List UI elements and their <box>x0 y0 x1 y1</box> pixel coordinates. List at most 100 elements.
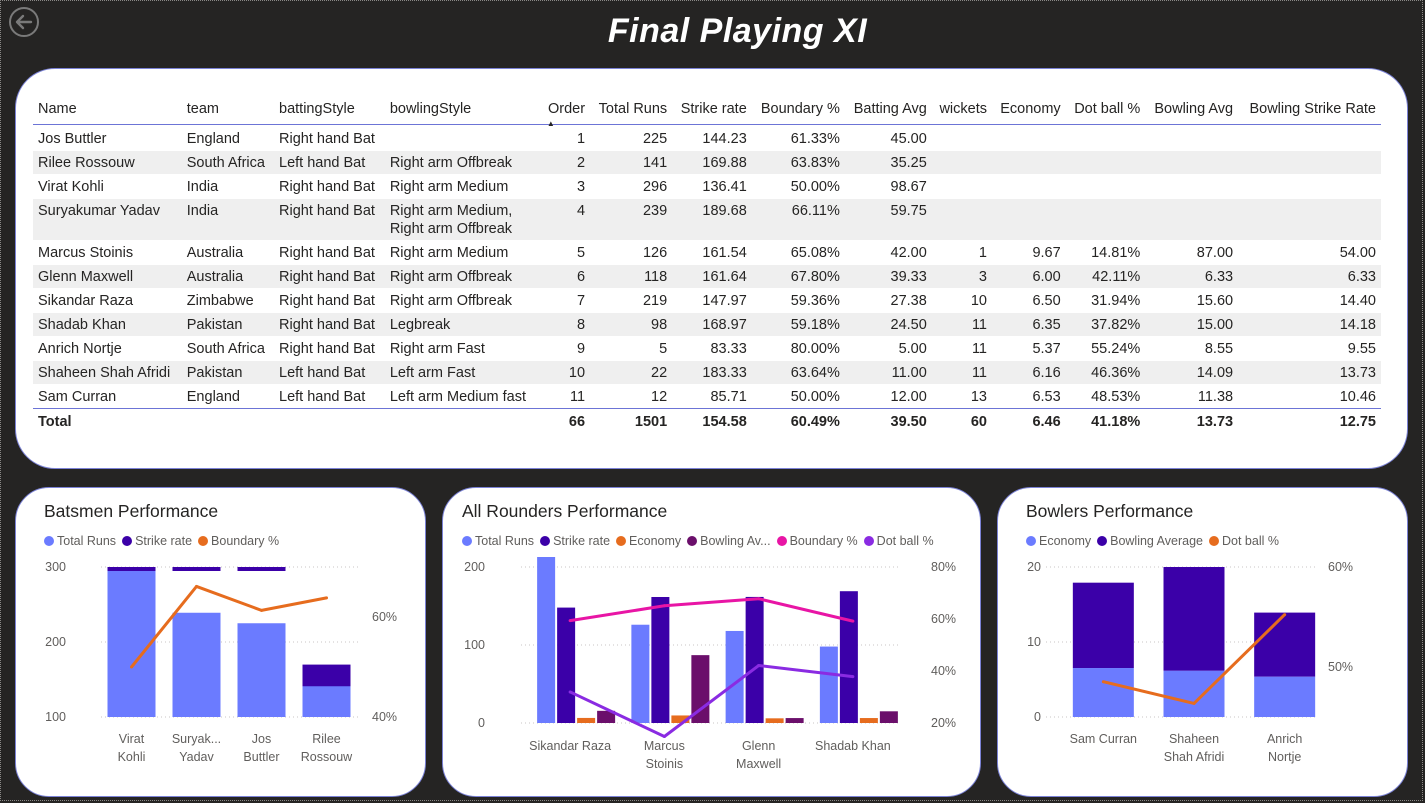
bar-total-runs[interactable] <box>819 646 838 723</box>
column-header-label: Total Runs <box>598 101 668 117</box>
total-bowling-avg: 13.73 <box>1145 408 1239 433</box>
line-point-boundary[interactable] <box>325 596 328 600</box>
column-header-batting-avg[interactable]: Batting Avg <box>844 94 932 125</box>
table-row[interactable]: Shadab Khan Pakistan Right hand Bat Legbrea… <box>33 312 1381 337</box>
bar-strike-rate-cap[interactable] <box>237 567 286 571</box>
table-row[interactable]: Sikandar Raza Zimbabwe Right hand Bat Right… <box>33 288 1381 313</box>
line-point-dot-ball[interactable] <box>1101 680 1105 684</box>
legend-item-dot-ball[interactable]: Dot ball % <box>1209 534 1279 548</box>
column-header-name[interactable]: Name <box>33 94 182 125</box>
cell-strike-rate: 189.68 <box>672 198 752 241</box>
column-header-bowling-avg[interactable]: Bowling Avg <box>1145 94 1239 125</box>
bar-strike-rate-cap[interactable] <box>172 567 221 571</box>
bar-total-runs[interactable] <box>725 630 744 723</box>
legend-marker <box>462 536 472 546</box>
column-header-team[interactable]: team <box>181 94 275 125</box>
bar-economy[interactable] <box>1072 668 1134 717</box>
bar-total-runs[interactable] <box>537 557 556 723</box>
bar-total-runs[interactable] <box>172 612 221 717</box>
legend-item-bowling-av[interactable]: Bowling Av... <box>687 534 771 548</box>
column-header-order[interactable]: Order ▲ <box>540 94 591 128</box>
line-point-boundary[interactable] <box>130 665 133 669</box>
bar-total-runs[interactable] <box>631 624 650 723</box>
bar-bowling-av[interactable] <box>879 711 898 723</box>
bar-bowling-average[interactable] <box>1072 582 1134 669</box>
line-point-dot-ball[interactable] <box>757 664 761 668</box>
bar-total-runs[interactable] <box>237 623 286 717</box>
bar-strike-rate[interactable] <box>557 607 576 723</box>
legend-item-dot-ball[interactable]: Dot ball % <box>863 534 934 548</box>
line-boundary[interactable] <box>569 597 854 623</box>
bar-bowling-av[interactable] <box>597 710 616 723</box>
column-header-boundary[interactable]: Boundary % <box>751 94 845 125</box>
column-header-bowlingstyle[interactable]: bowlingStyle <box>384 94 541 125</box>
bar-economy[interactable] <box>859 718 878 723</box>
legend-item-total-runs[interactable]: Total Runs <box>44 534 116 548</box>
bar-bowling-average[interactable] <box>1254 612 1316 677</box>
bar-bowling-av[interactable] <box>785 718 804 723</box>
sort-ascending-icon[interactable]: ▲ <box>546 119 555 128</box>
bar-economy[interactable] <box>671 715 690 723</box>
line-dot-ball[interactable] <box>569 664 854 738</box>
legend-item-bowling-average[interactable]: Bowling Average <box>1097 534 1203 548</box>
table-row[interactable]: Rilee Rossouw South Africa Left hand Bat Ri… <box>33 150 1381 175</box>
bar-strike-rate[interactable] <box>745 596 764 723</box>
cell-bowling-strike-rate <box>1238 174 1381 199</box>
bar-strike-rate[interactable] <box>651 596 670 723</box>
table-row[interactable]: Sam Curran England Left hand Bat Left arm M… <box>33 384 1381 409</box>
legend-item-economy[interactable]: Economy <box>616 534 681 548</box>
cell-strike-rate: 144.23 <box>672 124 752 151</box>
line-point-boundary[interactable] <box>662 604 666 608</box>
bar-total-runs[interactable] <box>107 570 156 717</box>
line-point-boundary[interactable] <box>568 619 572 623</box>
legend-item-boundary[interactable]: Boundary % <box>776 534 858 548</box>
legend-item-total-runs[interactable]: Total Runs <box>462 534 534 548</box>
column-header-total-runs[interactable]: Total Runs <box>590 94 673 125</box>
line-point-dot-ball[interactable] <box>851 675 855 679</box>
bar-economy[interactable] <box>765 718 784 723</box>
legend-item-economy[interactable]: Economy <box>1026 534 1091 548</box>
legend-marker <box>1209 536 1219 546</box>
line-point-dot-ball[interactable] <box>568 690 572 694</box>
bar-economy[interactable] <box>577 717 596 723</box>
bar-strike-rate-cap[interactable] <box>107 567 156 571</box>
cell-name: Glenn Maxwell <box>33 264 182 289</box>
cell-strike-rate: 136.41 <box>672 174 752 199</box>
line-point-boundary[interactable] <box>757 597 761 601</box>
legend-item-strike-rate[interactable]: Strike rate <box>122 534 192 548</box>
column-header-battingstyle[interactable]: battingStyle <box>274 94 385 125</box>
x-tick-label: Virat Kohli <box>118 732 146 764</box>
line-boundary[interactable] <box>130 584 327 668</box>
column-header-strike-rate[interactable]: Strike rate <box>672 94 752 125</box>
legend-label: Economy <box>629 534 682 548</box>
line-point-boundary[interactable] <box>851 619 855 623</box>
line-point-dot-ball[interactable] <box>1192 701 1196 705</box>
table-row[interactable]: Virat Kohli India Right hand Bat Right arm … <box>33 174 1381 199</box>
bar-total-runs[interactable] <box>302 686 351 717</box>
back-arrow-circle-icon[interactable] <box>9 7 39 37</box>
line-point-dot-ball[interactable] <box>662 734 666 738</box>
cell-name: Anrich Nortje <box>33 336 182 361</box>
cell-dot-ball <box>1065 124 1146 151</box>
bar-bowling-average[interactable] <box>1163 567 1225 671</box>
table-row[interactable]: Jos Buttler England Right hand Bat 1 225 144.… <box>33 124 1381 151</box>
bar-strike-rate[interactable] <box>839 591 858 723</box>
table-row[interactable]: Anrich Nortje South Africa Right hand Bat R… <box>33 336 1381 361</box>
table-row[interactable]: Suryakumar Yadav India Right hand Bat Right… <box>33 198 1381 241</box>
bar-economy[interactable] <box>1254 676 1316 717</box>
table-row[interactable]: Shaheen Shah Afridi Pakistan Left hand Bat… <box>33 360 1381 385</box>
column-header-bowling-strike-rate[interactable]: Bowling Strike Rate <box>1238 94 1381 125</box>
column-header-dot-ball[interactable]: Dot ball % <box>1065 94 1146 125</box>
table-row[interactable]: Marcus Stoinis Australia Right hand Bat Rig… <box>33 240 1381 265</box>
legend-item-boundary[interactable]: Boundary % <box>198 534 279 548</box>
y2-tick-label: 60% <box>931 612 956 626</box>
line-point-boundary[interactable] <box>260 608 263 612</box>
line-point-boundary[interactable] <box>195 584 198 588</box>
column-header-economy[interactable]: Economy <box>992 94 1066 125</box>
table-row[interactable]: Glenn Maxwell Australia Right hand Bat Righ… <box>33 264 1381 289</box>
line-point-dot-ball[interactable] <box>1283 613 1287 617</box>
legend-item-strike-rate[interactable]: Strike rate <box>540 534 610 548</box>
column-header-wickets[interactable]: wickets <box>931 94 992 125</box>
bar-economy[interactable] <box>1163 670 1225 717</box>
bowlers-chart: 0 10 20 50% 60% Sam Curran Shaheen Shah Afridi A… <box>1027 560 1353 764</box>
